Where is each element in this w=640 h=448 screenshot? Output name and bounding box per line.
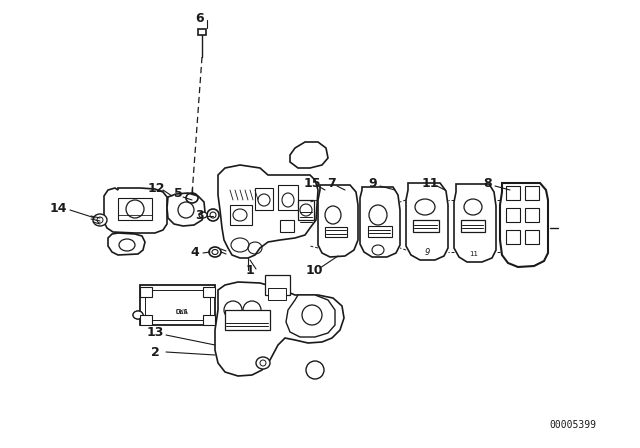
Ellipse shape (256, 357, 270, 369)
Bar (203, 287, 215, 297)
Text: 5: 5 (173, 186, 182, 199)
Bar (145, 290, 210, 320)
Ellipse shape (119, 239, 135, 251)
Bar (506, 186, 520, 200)
Ellipse shape (369, 205, 387, 225)
Text: 7: 7 (326, 177, 335, 190)
Bar (278, 185, 298, 210)
Text: 12: 12 (147, 181, 164, 194)
Text: DWA: DWA (175, 309, 188, 315)
Bar (368, 226, 392, 237)
Ellipse shape (93, 214, 107, 226)
Text: 4: 4 (191, 246, 200, 258)
Polygon shape (406, 183, 448, 260)
Bar (525, 230, 539, 244)
Ellipse shape (133, 311, 143, 319)
Ellipse shape (306, 361, 324, 379)
Text: 9: 9 (369, 177, 378, 190)
Polygon shape (500, 183, 548, 267)
Text: 00005399: 00005399 (550, 420, 596, 430)
Polygon shape (318, 185, 358, 257)
Bar (198, 29, 206, 35)
Ellipse shape (243, 301, 261, 319)
Bar (118, 198, 152, 220)
Bar (265, 275, 290, 295)
Text: 6: 6 (196, 12, 204, 25)
Ellipse shape (209, 247, 221, 257)
Ellipse shape (178, 202, 194, 218)
Ellipse shape (133, 311, 143, 319)
Text: 14: 14 (49, 202, 67, 215)
Ellipse shape (224, 301, 242, 319)
Bar (225, 310, 270, 330)
Text: CLS: CLS (175, 309, 188, 315)
Bar (140, 315, 152, 325)
Text: 11: 11 (470, 251, 479, 257)
Bar (298, 200, 314, 220)
Text: 9: 9 (424, 247, 429, 257)
Text: 11: 11 (421, 177, 439, 190)
Polygon shape (104, 188, 167, 233)
Bar (461, 220, 485, 232)
Bar (280, 220, 294, 232)
Ellipse shape (325, 206, 341, 224)
Ellipse shape (302, 305, 322, 325)
Text: 2: 2 (150, 345, 159, 358)
Bar (525, 186, 539, 200)
Bar (140, 287, 152, 297)
Ellipse shape (210, 212, 216, 218)
Ellipse shape (126, 200, 144, 218)
Polygon shape (290, 142, 328, 168)
Text: 8: 8 (484, 177, 492, 190)
Polygon shape (218, 165, 318, 258)
Polygon shape (215, 282, 344, 376)
Text: 15: 15 (303, 177, 321, 190)
Bar (230, 205, 252, 225)
Bar (506, 230, 520, 244)
Text: 1: 1 (246, 263, 254, 276)
Text: 3: 3 (196, 208, 204, 221)
Polygon shape (454, 184, 496, 262)
Text: 13: 13 (147, 327, 164, 340)
Polygon shape (167, 193, 205, 226)
Bar (140, 285, 215, 325)
Ellipse shape (415, 199, 435, 215)
Ellipse shape (464, 199, 482, 215)
Bar (268, 288, 286, 300)
Polygon shape (286, 295, 335, 337)
Ellipse shape (207, 209, 219, 221)
Bar (506, 208, 520, 222)
Bar (413, 220, 439, 232)
Polygon shape (108, 233, 145, 255)
Bar (325, 227, 347, 237)
Bar (255, 188, 273, 210)
Polygon shape (360, 187, 400, 257)
Bar (203, 315, 215, 325)
Text: 10: 10 (305, 263, 323, 276)
Ellipse shape (199, 212, 207, 218)
Bar (525, 208, 539, 222)
